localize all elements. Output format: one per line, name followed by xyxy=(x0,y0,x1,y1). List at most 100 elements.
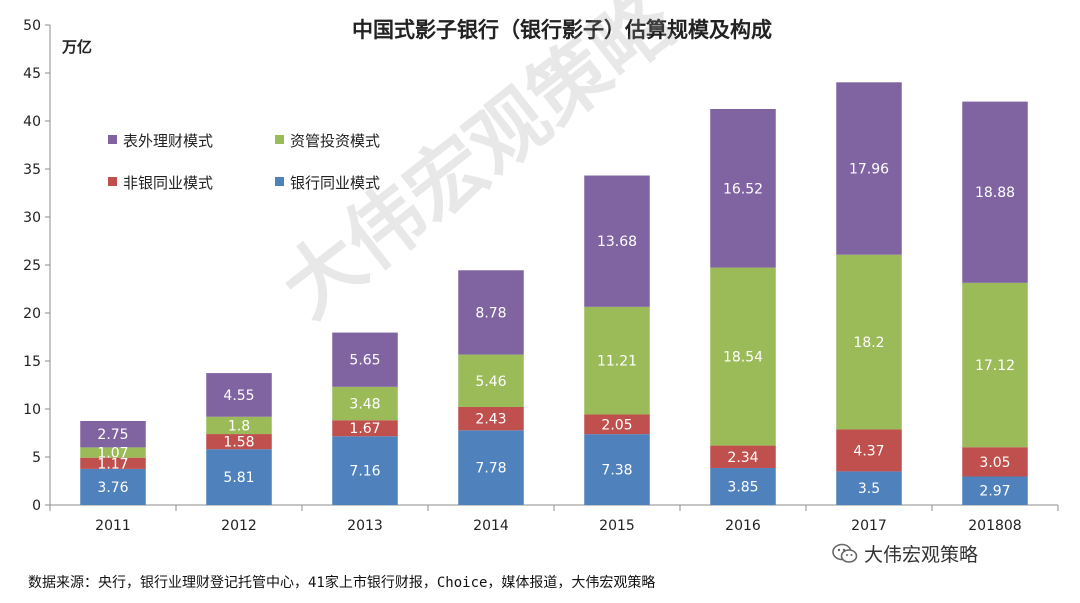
data-label: 3.5 xyxy=(858,481,880,497)
data-label: 2.97 xyxy=(979,484,1010,500)
bar-segment xyxy=(836,82,902,255)
legend-label: 表外理财模式 xyxy=(123,132,213,150)
bar-segment xyxy=(458,354,524,407)
data-label: 5.81 xyxy=(223,470,254,486)
data-label: 18.54 xyxy=(723,350,763,366)
data-label: 1.67 xyxy=(349,421,380,437)
x-tick-label: 2014 xyxy=(473,518,509,534)
bars-group: 3.76 1.171.07 2.75 5.81 1.581.8 4.55 7.16 1.67 3… xyxy=(80,82,1028,505)
x-tick-label: 2013 xyxy=(347,518,383,534)
data-label: 1.07 xyxy=(97,446,128,462)
bar-segment xyxy=(962,447,1028,477)
legend-label: 非银同业模式 xyxy=(123,174,213,192)
data-label: 5.65 xyxy=(349,353,380,369)
data-label: 5.46 xyxy=(475,374,506,390)
data-label: 1.8 xyxy=(228,418,250,434)
bar-segment xyxy=(332,386,398,421)
data-label: 2.34 xyxy=(727,450,758,466)
bar-segment xyxy=(584,306,650,415)
data-label: 1.58 xyxy=(223,435,254,451)
data-label: 3.48 xyxy=(349,397,380,413)
x-tick-label: 2016 xyxy=(725,518,761,534)
data-label: 7.16 xyxy=(349,464,380,480)
source-note: 数据来源：央行，银行业理财登记托管中心，41家上市银行财报，Choice，媒体报… xyxy=(28,575,656,591)
data-label: 3.76 xyxy=(97,480,128,496)
legend-swatch xyxy=(108,177,117,186)
bar-segment xyxy=(836,254,902,430)
data-label: 7.38 xyxy=(601,463,632,479)
brand-badge: 大伟宏观策略 xyxy=(832,540,978,567)
bar-segment xyxy=(962,476,1028,505)
data-label: 1.17 xyxy=(97,456,128,472)
bar-segment xyxy=(836,429,902,472)
y-tick-label: 20 xyxy=(23,306,41,322)
data-label: 18.2 xyxy=(853,335,884,351)
y-tick-label: 30 xyxy=(23,210,41,226)
data-label: 16.52 xyxy=(723,181,763,197)
data-label: 17.12 xyxy=(975,358,1015,374)
bar-segment xyxy=(584,434,650,505)
y-axis: 0 5 10 15 20 25 30 35 40 45 50 xyxy=(23,18,51,514)
data-label: 11.21 xyxy=(597,354,637,370)
bar-segment xyxy=(80,468,146,505)
y-tick-label: 15 xyxy=(23,354,41,370)
data-label: 7.78 xyxy=(475,461,506,477)
bar-segment xyxy=(836,471,902,505)
x-axis: 2011 2012 2013 2014 2015 2016 2017 201808 xyxy=(49,504,1059,534)
bar-segment xyxy=(80,421,146,448)
bar-segment xyxy=(458,270,524,355)
y-tick-label: 50 xyxy=(23,18,41,34)
legend-label: 资管投资模式 xyxy=(290,132,380,150)
y-tick-label: 0 xyxy=(32,498,41,514)
bar-segment xyxy=(584,414,650,435)
y-axis-unit-label: 万亿 xyxy=(61,38,92,56)
y-tick-label: 5 xyxy=(32,450,41,466)
legend-swatch xyxy=(108,135,117,144)
bar-segment xyxy=(206,416,272,435)
bar-segment xyxy=(80,457,146,469)
bar-segment xyxy=(206,434,272,450)
data-label: 2.43 xyxy=(475,412,506,428)
chart-title: 中国式影子银行（银行影子）估算规模及构成 xyxy=(352,18,772,42)
legend-swatch xyxy=(275,177,284,186)
bar-segment xyxy=(710,445,776,469)
data-label: 8.78 xyxy=(475,305,506,321)
x-tick-label: 201808 xyxy=(968,518,1021,534)
bar-segment xyxy=(962,282,1028,448)
x-tick-label: 2011 xyxy=(95,518,131,534)
brand-label: 大伟宏观策略 xyxy=(864,544,979,566)
bar-segment xyxy=(206,449,272,505)
y-tick-label: 45 xyxy=(23,66,41,82)
y-tick-label: 10 xyxy=(23,402,41,418)
data-label: 13.68 xyxy=(597,234,637,250)
data-label: 3.85 xyxy=(727,480,758,496)
x-tick-label: 2012 xyxy=(221,518,257,534)
bar-segment xyxy=(710,267,776,446)
bar-segment xyxy=(80,447,146,458)
wechat-icon xyxy=(832,543,858,563)
bar-segment xyxy=(458,406,524,431)
bar-segment xyxy=(710,468,776,505)
data-label: 4.55 xyxy=(223,388,254,404)
bar-segment xyxy=(332,420,398,437)
data-label: 17.96 xyxy=(849,162,889,178)
bar-segment xyxy=(332,436,398,505)
data-label: 18.88 xyxy=(975,185,1015,201)
bar-segment xyxy=(206,373,272,417)
bar-segment xyxy=(458,430,524,505)
y-tick-label: 40 xyxy=(23,114,41,130)
x-tick-label: 2015 xyxy=(599,518,635,534)
legend-label: 银行同业模式 xyxy=(290,174,380,192)
y-tick-label: 25 xyxy=(23,258,41,274)
y-tick-label: 35 xyxy=(23,162,41,178)
x-tick-label: 2017 xyxy=(851,518,887,534)
bar-segment xyxy=(584,175,650,307)
data-label: 4.37 xyxy=(853,443,884,459)
data-label: 2.75 xyxy=(97,427,128,443)
data-label: 2.05 xyxy=(601,417,632,433)
bar-segment xyxy=(710,109,776,268)
data-label: 3.05 xyxy=(979,455,1010,471)
bar-segment xyxy=(962,101,1028,283)
